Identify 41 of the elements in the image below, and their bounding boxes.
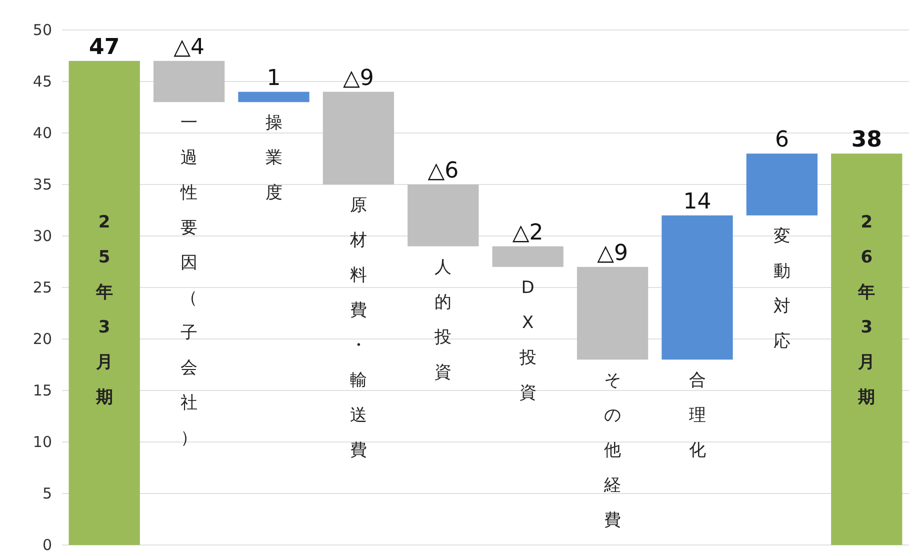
data-label: △2 [512, 220, 544, 246]
y-tick-label: 45 [32, 72, 52, 90]
y-tick-label: 35 [32, 176, 52, 194]
y-tick-label: 10 [32, 433, 52, 451]
x-tick-label: 25年3月期 [94, 212, 113, 408]
x-tick-label: 合理化 [688, 370, 706, 461]
data-label: 14 [683, 189, 712, 214]
x-tick-label: 人的投資 [434, 257, 452, 382]
data-label: 47 [89, 34, 120, 60]
bar [746, 154, 818, 216]
x-tick-label: DX投資 [518, 278, 536, 403]
category-label: 一過性要因（子会社） [180, 113, 198, 448]
data-label: 1 [266, 66, 281, 91]
y-tick-label: 25 [32, 278, 52, 296]
x-tick-label: 操業度 [265, 113, 282, 204]
x-tick-label: 26年3月期 [857, 212, 876, 408]
bar [408, 184, 479, 246]
y-tick-label: 50 [32, 21, 52, 39]
x-tick-label: 原材料費・輸送費 [348, 196, 367, 460]
bar [662, 215, 733, 360]
y-tick-label: 0 [42, 536, 52, 554]
x-tick-label: 変動対応 [773, 226, 790, 352]
data-label: △9 [597, 240, 628, 266]
data-label: 6 [774, 128, 789, 153]
data-label: △4 [174, 34, 205, 60]
data-label: △6 [428, 158, 459, 184]
y-tick-label: 15 [32, 382, 52, 400]
bar [238, 92, 310, 102]
bar [322, 92, 394, 184]
bar [153, 60, 225, 102]
y-tick-label: 30 [32, 227, 52, 245]
y-tick-label: 20 [32, 330, 52, 348]
y-tick-label: 5 [42, 484, 52, 502]
y-tick-label: 40 [32, 124, 52, 142]
bar [68, 60, 140, 545]
bar [576, 266, 648, 360]
bar [831, 154, 902, 545]
x-tick-label: その他経費 [603, 370, 622, 531]
data-label: △9 [342, 66, 374, 91]
bar [492, 246, 564, 267]
data-label: 38 [851, 128, 882, 153]
